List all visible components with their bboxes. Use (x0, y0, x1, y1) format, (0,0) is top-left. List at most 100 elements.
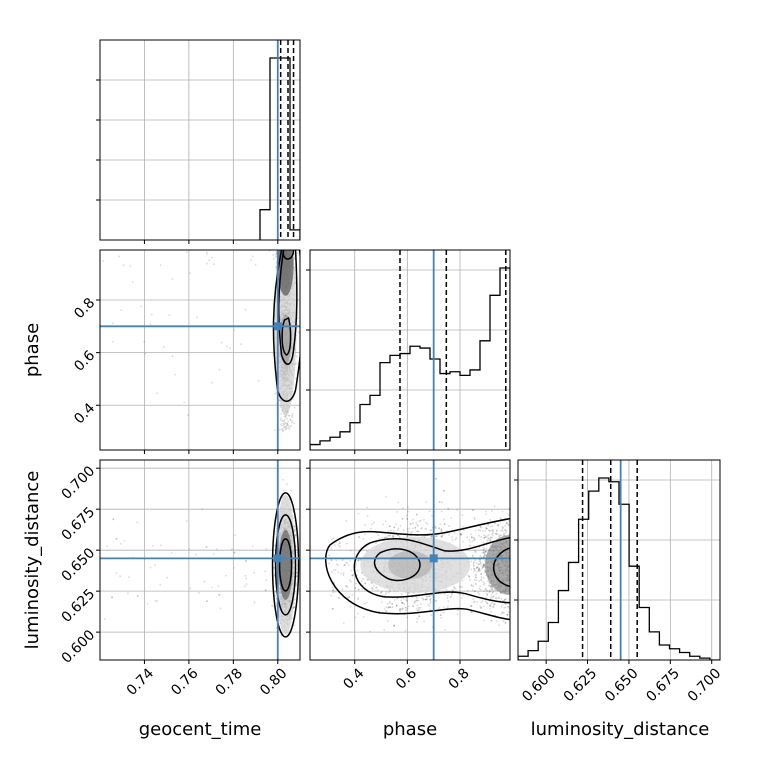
sample-point (290, 234, 292, 236)
sample-point (285, 248, 287, 250)
sample-point (231, 548, 233, 551)
sample-point (282, 241, 284, 243)
sample-point (285, 245, 287, 247)
panel-geocent_time-phase-axes (100, 250, 300, 450)
sample-point (286, 213, 288, 215)
sample-point (282, 234, 284, 236)
sample-point (274, 429, 276, 431)
sample-point (285, 233, 287, 235)
sample-point (205, 251, 208, 254)
sample-point (283, 222, 285, 224)
sample-point (287, 247, 289, 249)
sample-point (277, 245, 279, 247)
density-geocent_time-vs-luminosity_distance (100, 460, 300, 660)
sample-point (285, 425, 287, 427)
sample-point (283, 236, 285, 238)
histogram-step-luminosity_distance (518, 477, 720, 660)
sample-point (233, 567, 235, 569)
sample-point (279, 214, 281, 216)
sample-point (283, 247, 285, 249)
sample-point (292, 246, 294, 248)
sample-point (288, 241, 290, 243)
sample-point (287, 241, 289, 243)
sample-point (284, 234, 286, 236)
sample-point (284, 236, 286, 238)
sample-point (283, 243, 285, 245)
sample-point (159, 264, 162, 267)
sample-point (283, 219, 285, 221)
sample-point (273, 567, 275, 569)
sample-point (283, 209, 285, 211)
sample-point (291, 248, 293, 250)
sample-point (136, 521, 139, 524)
sample-point (222, 235, 224, 237)
sample-point (233, 551, 236, 554)
sample-point (283, 231, 285, 233)
sample-point (288, 245, 290, 247)
sample-point (294, 533, 297, 536)
sample-point (265, 233, 267, 235)
sample-point (282, 235, 284, 237)
sample-point (277, 246, 279, 248)
sample-point (284, 248, 286, 250)
sample-point (284, 244, 286, 246)
sample-point (154, 564, 157, 566)
sample-point (195, 553, 197, 556)
sample-point (287, 420, 289, 423)
sample-point (285, 233, 287, 235)
sample-point (274, 218, 276, 220)
sample-point (281, 246, 283, 248)
sample-point (283, 245, 285, 247)
sample-point (150, 313, 153, 316)
sample-point (293, 245, 295, 247)
sample-point (285, 243, 287, 245)
sample-point (281, 424, 283, 427)
sample-point (285, 243, 287, 245)
sample-point (282, 235, 284, 237)
sample-point (280, 247, 282, 249)
sample-point (198, 592, 200, 594)
sample-point (281, 229, 283, 231)
sample-point (288, 247, 290, 249)
sample-point (287, 248, 289, 250)
sample-point (286, 244, 288, 246)
sample-point (274, 595, 277, 597)
sample-point (289, 243, 291, 245)
sample-point (136, 595, 139, 597)
sample-point (286, 423, 288, 425)
sample-point (285, 234, 287, 236)
sample-point (289, 247, 291, 249)
sample-point (287, 247, 289, 249)
sample-point (291, 247, 293, 249)
sample-point (280, 241, 282, 243)
sample-point (288, 244, 290, 246)
sample-point (287, 241, 289, 243)
sample-point (111, 596, 113, 599)
sample-point (289, 242, 291, 244)
sample-point (284, 244, 286, 246)
sample-point (289, 418, 291, 421)
tick-label-luminosity_distance: 0.600 (519, 665, 559, 705)
sample-point (178, 248, 180, 250)
sample-point (287, 247, 289, 249)
sample-point (279, 241, 281, 243)
sample-point (282, 237, 284, 239)
sample-point (183, 401, 186, 404)
sample-point (206, 262, 208, 265)
sample-point (286, 237, 288, 239)
sample-point (245, 560, 247, 562)
sample-point (285, 247, 287, 249)
sample-point (189, 587, 192, 590)
sample-point (127, 592, 129, 595)
sample-point (211, 586, 213, 589)
sample-point (288, 244, 290, 246)
sample-point (102, 235, 104, 237)
sample-point (289, 237, 291, 239)
sample-point (185, 520, 188, 522)
sample-point (168, 314, 171, 316)
sample-point (293, 606, 296, 608)
sample-point (279, 248, 281, 250)
sample-point (129, 265, 132, 268)
sample-point (284, 226, 286, 228)
sample-point (279, 243, 281, 245)
